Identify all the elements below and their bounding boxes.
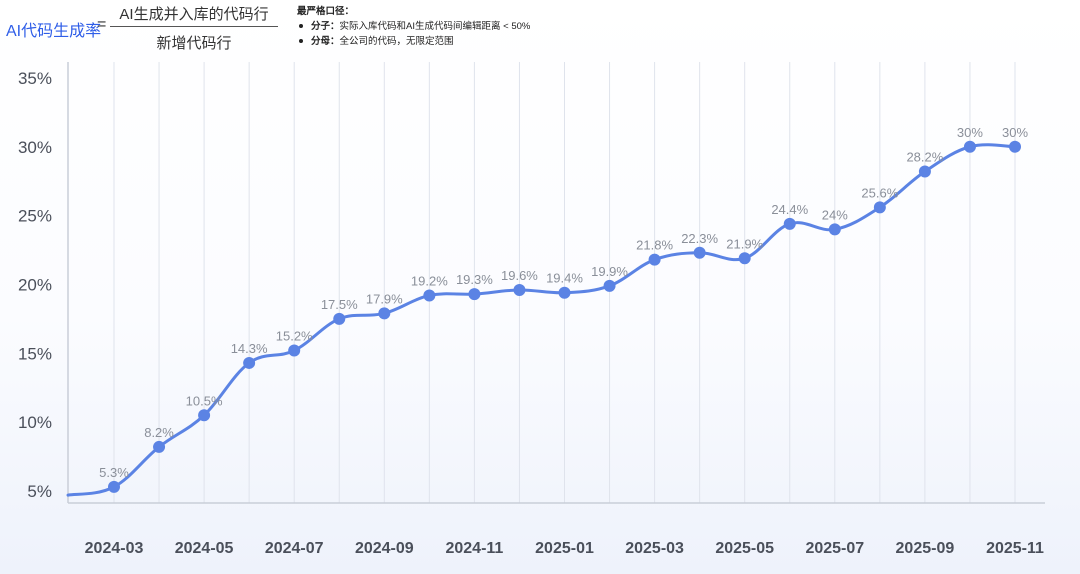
- data-point: [468, 288, 481, 301]
- data-point: [243, 356, 256, 369]
- data-point: [333, 312, 346, 325]
- notes-title: 最严格口径：: [297, 6, 355, 17]
- x-tick-label: 2025-05: [715, 540, 774, 557]
- data-point: [963, 140, 976, 153]
- data-point: [1009, 140, 1021, 153]
- data-point: [198, 409, 211, 422]
- data-label: 30%: [1002, 125, 1028, 140]
- data-point: [513, 283, 526, 296]
- data-point: [603, 279, 616, 292]
- data-label: 10.5%: [186, 393, 223, 408]
- note-text: 实际入库代码和AI生成代码间编辑距离 < 50%: [339, 21, 531, 32]
- data-label: 19.4%: [546, 271, 583, 286]
- data-label: 19.6%: [501, 268, 538, 283]
- formula-numerator: AI生成并入库的代码行: [119, 6, 269, 23]
- data-point: [648, 253, 661, 266]
- fraction-bar: [110, 26, 278, 27]
- note-denominator: 分母：全公司的代码，无限定范围: [297, 34, 530, 49]
- note-label: 分母：: [311, 36, 340, 47]
- y-tick-label: 25%: [18, 207, 52, 226]
- data-label: 21.9%: [726, 236, 763, 251]
- data-point: [693, 246, 706, 259]
- data-point: [108, 480, 120, 493]
- data-label: 15.2%: [276, 329, 313, 344]
- formula-denominator: 新增代码行: [156, 35, 232, 52]
- data-point: [783, 217, 796, 230]
- data-label: 21.8%: [636, 238, 673, 253]
- data-point: [828, 223, 841, 236]
- data-label: 19.9%: [591, 264, 628, 279]
- data-point: [423, 289, 436, 302]
- bullet-icon: [299, 39, 303, 44]
- series-line: [66, 143, 1017, 497]
- y-tick-label: 10%: [18, 413, 52, 432]
- data-point: [288, 344, 301, 357]
- data-point: [153, 440, 166, 453]
- data-point: [738, 252, 751, 265]
- data-label: 5.3%: [99, 465, 129, 480]
- x-tick-label: 2024-03: [85, 540, 144, 557]
- x-tick-label: 2025-11: [986, 540, 1044, 557]
- data-label: 25.6%: [861, 185, 898, 200]
- note-numerator: 分子：实际入库代码和AI生成代码间编辑距离 < 50%: [297, 19, 530, 34]
- x-tick-label: 2024-05: [175, 540, 234, 557]
- x-tick-label: 2025-07: [805, 540, 864, 557]
- y-tick-label: 30%: [18, 138, 52, 157]
- equals-sign: =: [97, 16, 107, 33]
- data-point: [378, 307, 391, 320]
- data-label: 8.2%: [144, 425, 174, 440]
- data-label: 28.2%: [906, 150, 943, 165]
- data-label: 30%: [957, 125, 983, 140]
- x-tick-label: 2024-09: [355, 540, 414, 557]
- data-label: 19.3%: [456, 272, 493, 287]
- x-tick-label: 2025-09: [896, 540, 955, 557]
- data-label: 22.3%: [681, 231, 718, 246]
- note-text: 全公司的代码，无限定范围: [339, 36, 454, 47]
- data-label: 17.5%: [321, 297, 358, 312]
- y-tick-label: 15%: [18, 344, 52, 363]
- data-label: 19.2%: [411, 273, 448, 288]
- data-label: 14.3%: [231, 341, 268, 356]
- y-tick-label: 5%: [27, 482, 52, 501]
- data-point: [558, 286, 571, 299]
- metric-name: AI代码生成率: [6, 23, 102, 40]
- x-tick-label: 2024-07: [265, 540, 324, 557]
- x-tick-label: 2025-01: [535, 540, 594, 557]
- data-label: 17.9%: [366, 291, 403, 306]
- data-point: [873, 201, 886, 214]
- bullet-icon: [299, 24, 303, 29]
- note-label: 分子：: [311, 21, 340, 32]
- x-tick-label: 2024-11: [445, 540, 503, 557]
- y-tick-label: 20%: [18, 275, 52, 294]
- data-label: 24.4%: [771, 202, 808, 217]
- data-point: [918, 165, 931, 178]
- definition-notes: 最严格口径： 分子：实际入库代码和AI生成代码间编辑距离 < 50% 分母：全公…: [297, 4, 530, 49]
- y-tick-label: 35%: [18, 69, 52, 88]
- x-tick-label: 2025-03: [625, 540, 684, 557]
- data-label: 24%: [822, 207, 848, 222]
